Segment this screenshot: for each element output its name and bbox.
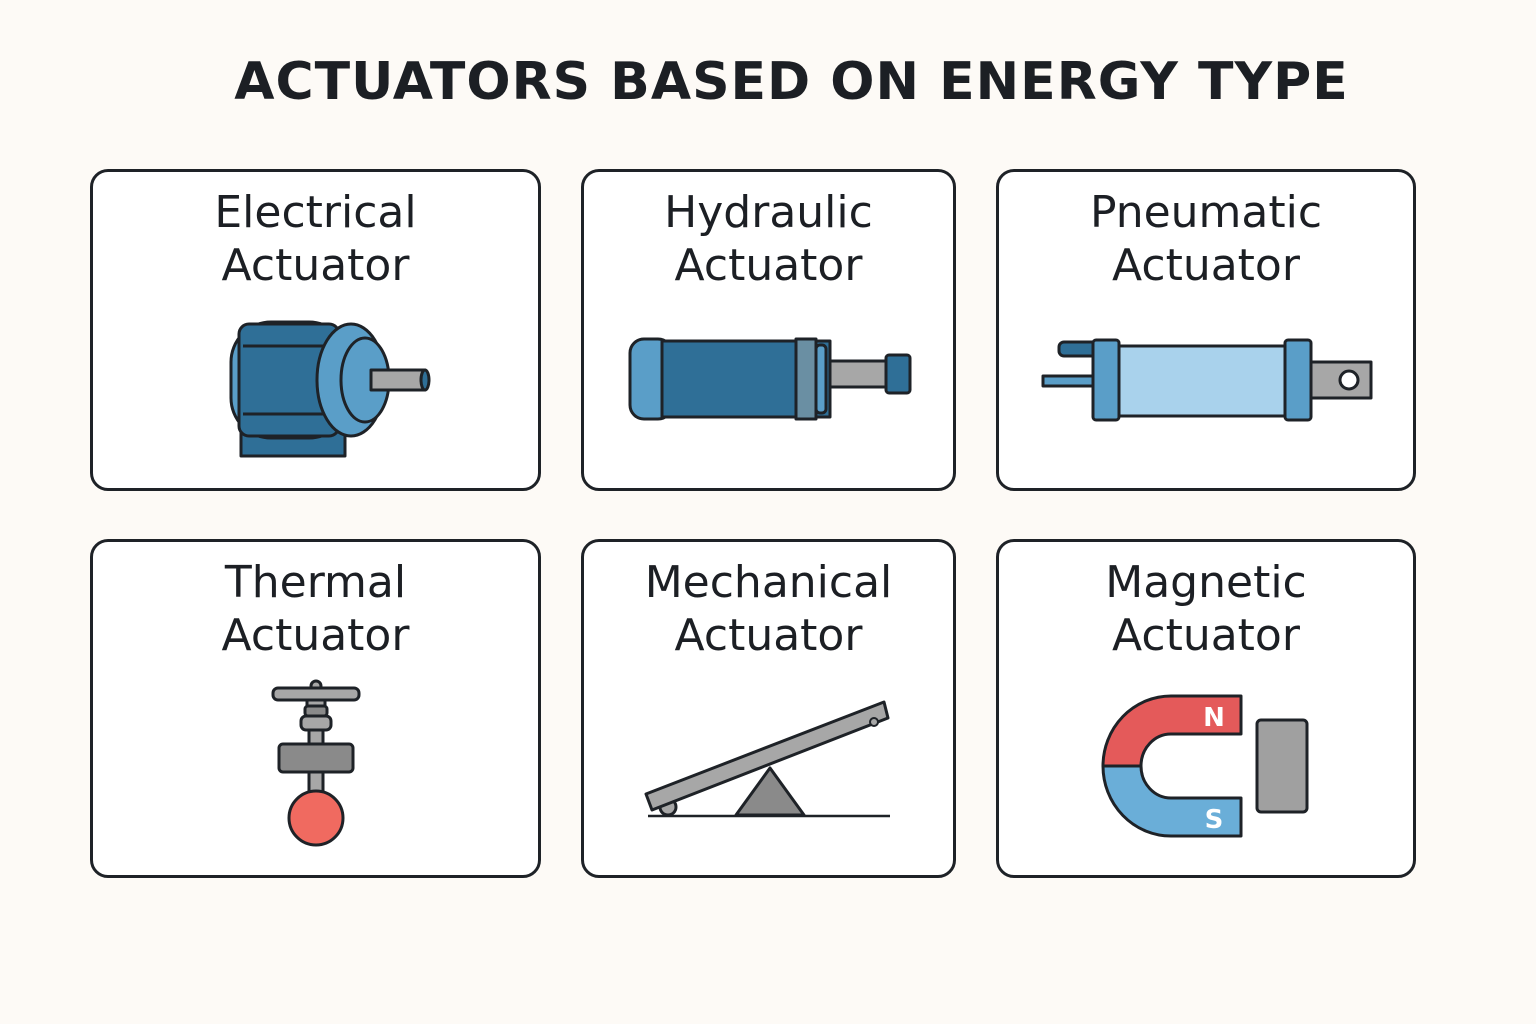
- lever-icon: [644, 700, 890, 818]
- card-label-thermal: Thermal Actuator: [93, 556, 538, 662]
- card-title-line1: Mechanical: [644, 557, 893, 608]
- card-title-line2: Actuator: [674, 610, 863, 661]
- electric-motor-icon: [229, 320, 431, 458]
- card-label-hydraulic: Hydraulic Actuator: [584, 186, 953, 292]
- page-title: ACTUATORS BASED ON ENERGY TYPE: [234, 52, 1349, 112]
- card-label-magnetic: Magnetic Actuator: [999, 556, 1413, 662]
- card-mechanical-actuator: Mechanical Actuator: [581, 539, 956, 878]
- magnet-south-label: S: [1205, 805, 1224, 835]
- hydraulic-cylinder-icon: [628, 337, 912, 421]
- card-title-line2: Actuator: [674, 240, 863, 291]
- card-title-line1: Magnetic: [1105, 557, 1307, 608]
- card-title-line1: Hydraulic: [664, 187, 873, 238]
- card-magnetic-actuator: Magnetic Actuator N S: [996, 539, 1416, 878]
- thermal-valve-icon: [271, 679, 361, 847]
- card-title-line1: Thermal: [224, 557, 407, 608]
- card-label-mechanical: Mechanical Actuator: [584, 556, 953, 662]
- card-title-line2: Actuator: [221, 240, 410, 291]
- card-label-electrical: Electrical Actuator: [93, 186, 538, 292]
- card-title-line1: Electrical: [214, 187, 417, 238]
- horseshoe-magnet-icon: N S: [1101, 694, 1309, 838]
- card-title-line1: Pneumatic: [1089, 187, 1323, 238]
- pneumatic-cylinder-icon: [1041, 338, 1373, 422]
- card-title-line2: Actuator: [1112, 240, 1300, 291]
- card-hydraulic-actuator: Hydraulic Actuator: [581, 169, 956, 491]
- card-label-pneumatic: Pneumatic Actuator: [999, 186, 1413, 292]
- card-title-line2: Actuator: [221, 610, 410, 661]
- card-thermal-actuator: Thermal Actuator: [90, 539, 541, 878]
- magnet-north-label: N: [1203, 703, 1225, 733]
- card-electrical-actuator: Electrical Actuator: [90, 169, 541, 491]
- card-pneumatic-actuator: Pneumatic Actuator: [996, 169, 1416, 491]
- card-title-line2: Actuator: [1112, 610, 1300, 661]
